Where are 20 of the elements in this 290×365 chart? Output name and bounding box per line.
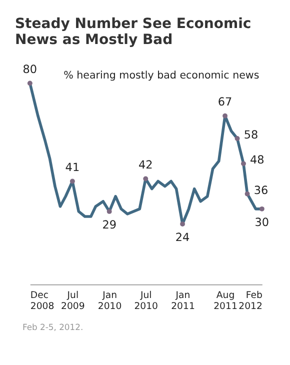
x-tick-label: Dec 2008 bbox=[30, 290, 54, 312]
data-label: 42 bbox=[138, 158, 153, 172]
data-label: 58 bbox=[244, 128, 258, 142]
text: % hearing mostly bad economic news bbox=[64, 70, 260, 82]
data-label: 67 bbox=[218, 96, 232, 109]
data-label: 41 bbox=[65, 160, 80, 174]
chart-title: Steady Number See Economic News as Mostly Bad bbox=[14, 16, 252, 48]
data-label: 24 bbox=[175, 230, 190, 244]
x-tick-label: Jan 2010 bbox=[98, 290, 122, 312]
x-tick-label: Jul 2010 bbox=[134, 290, 158, 312]
x-tick-label: Aug 2011 bbox=[214, 290, 238, 312]
data-label: 36 bbox=[254, 184, 268, 197]
x-tick-label: Jan 2011 bbox=[171, 290, 195, 312]
data-label: 29 bbox=[102, 218, 116, 232]
data-label: 30 bbox=[254, 216, 270, 229]
x-tick-label: Jul 2009 bbox=[61, 290, 85, 312]
data-label: 48 bbox=[250, 154, 264, 167]
x-tick-label: Feb 2012 bbox=[238, 290, 262, 312]
data-label: 80 bbox=[22, 62, 38, 76]
text: Feb 2-5, 2012. bbox=[22, 322, 84, 332]
